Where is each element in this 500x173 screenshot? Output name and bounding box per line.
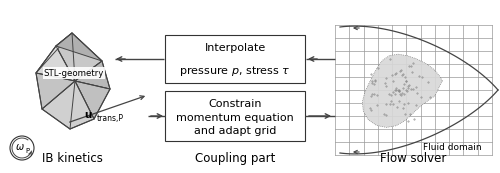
FancyBboxPatch shape — [165, 91, 305, 141]
Text: pressure $p$, stress $\tau$: pressure $p$, stress $\tau$ — [179, 64, 291, 78]
Polygon shape — [75, 81, 110, 119]
Polygon shape — [36, 33, 72, 73]
Polygon shape — [36, 73, 75, 109]
Text: STL-geometry: STL-geometry — [44, 69, 104, 78]
Text: Fluid domain: Fluid domain — [422, 143, 482, 152]
Polygon shape — [56, 33, 102, 81]
Polygon shape — [36, 46, 75, 81]
Text: trans,P: trans,P — [97, 113, 124, 122]
FancyBboxPatch shape — [165, 35, 305, 83]
Text: P: P — [25, 148, 29, 154]
Text: Constrain: Constrain — [208, 99, 262, 109]
Text: momentum equation: momentum equation — [176, 113, 294, 123]
Text: IB kinetics: IB kinetics — [42, 152, 102, 165]
Text: Flow solver: Flow solver — [380, 152, 446, 165]
Polygon shape — [362, 54, 442, 127]
Text: and adapt grid: and adapt grid — [194, 126, 276, 136]
Text: $\omega$: $\omega$ — [15, 142, 25, 152]
Polygon shape — [42, 81, 94, 129]
Polygon shape — [75, 61, 110, 89]
Text: Coupling part: Coupling part — [195, 152, 275, 165]
Text: $\mathbf{u}$: $\mathbf{u}$ — [84, 110, 92, 120]
Text: Interpolate: Interpolate — [204, 43, 266, 53]
Polygon shape — [56, 33, 102, 61]
